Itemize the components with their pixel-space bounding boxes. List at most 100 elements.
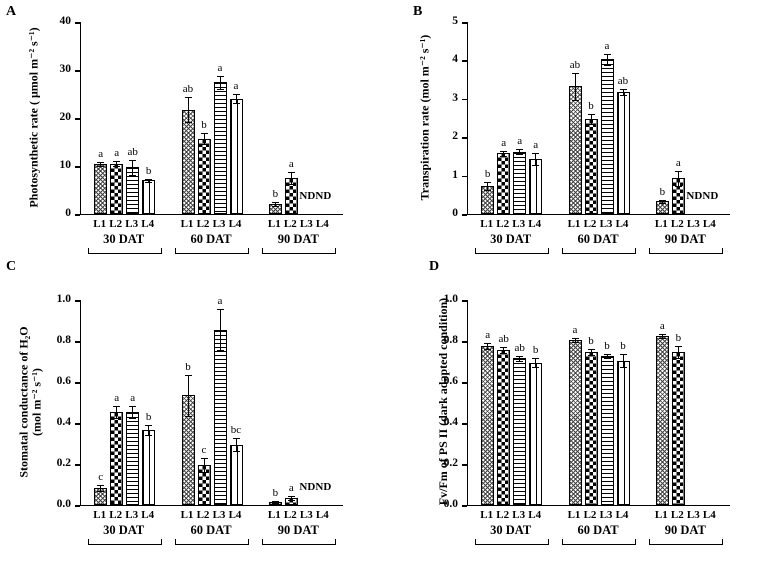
y-tick-mark [75,166,80,168]
error-cap [484,189,492,191]
bar-L2 [197,138,211,214]
x-tick-label: L4 [615,509,629,521]
error-cap [619,95,627,97]
sig-letter: ab [569,58,581,71]
error-cap [184,122,192,124]
y-tick-label: 1.0 [56,293,71,305]
error-cap [674,346,682,348]
bar-L4 [616,92,630,214]
nd-label: ND [702,190,719,202]
y-tick-label: 0 [452,207,458,219]
error-cap [113,165,121,167]
error-cap [658,337,666,339]
group-bracket [474,539,549,545]
y-tick-mark [462,137,467,139]
error-cap [113,417,121,419]
error-bar [219,77,221,90]
x-tick-label: L1 [567,218,581,230]
sig-letter: b [484,168,491,181]
sig-letter: a [604,39,610,52]
x-tick-label: L3 [212,218,226,230]
error-bar [274,501,276,504]
error-cap [232,438,240,440]
plot-area-D: a ab ab b a b b b a b [467,300,730,506]
bar-L1 [94,164,108,214]
error-cap [516,154,524,156]
error-cap [287,171,295,173]
error-cap [216,350,224,352]
y-tick-label: 1 [452,168,458,181]
bar-L3 [213,82,227,214]
error-bar [503,151,505,158]
x-tick-label: L1 [267,509,281,521]
x-tick-label: L4 [228,509,242,521]
sig-letter: b [532,344,539,357]
error-bar [203,458,205,474]
error-bar [100,162,102,168]
x-tick-label: L4 [702,218,716,230]
y-tick-mark [462,382,467,384]
sig-letter: b [145,164,152,177]
error-cap [571,72,579,74]
bar-L3 [513,358,527,505]
x-tick-label: L3 [212,509,226,521]
error-bar [148,179,150,183]
error-bar [535,154,537,166]
group-label: 30 DAT [490,232,532,246]
sig-letter: b [620,340,626,353]
bar-L1 [655,335,669,505]
sig-letter: a [533,139,539,152]
sig-letter: a [217,62,223,75]
error-cap [97,161,105,163]
error-bar [100,485,102,492]
y-tick-mark [462,423,467,425]
bar-L2 [671,352,685,505]
sig-letter: a [288,157,294,170]
error-bar [290,496,292,501]
sig-letter: a [659,319,665,332]
x-tick-label: L1 [654,509,668,521]
y-tick-label: 0.4 [56,416,71,428]
x-tick-label: L2 [109,218,123,230]
bar-L4 [229,98,243,214]
y-tick-mark [75,464,80,466]
error-cap [232,450,240,452]
group-bracket [562,248,636,254]
y-tick-mark [75,118,80,120]
error-bar [290,172,292,186]
sig-letter: bc [230,424,242,437]
error-cap [532,153,540,155]
group-bracket [87,539,162,545]
sig-letter: b [185,360,191,373]
sig-letter: b [272,486,279,499]
x-tick-label: L1 [267,218,281,230]
plot-area-A: a a ab b ab b a a b a ND ND [80,22,343,215]
bar-L1 [568,340,582,505]
error-bar [622,89,624,97]
error-cap [271,500,279,502]
error-cap [145,425,153,427]
bar-L1 [481,346,495,505]
error-cap [113,161,121,163]
error-cap [271,202,279,204]
error-cap [271,206,279,208]
group-bracket [562,539,636,545]
error-bar [274,203,276,208]
error-cap [484,182,492,184]
error-cap [484,349,492,351]
error-bar [519,149,521,156]
error-bar [661,200,663,205]
sig-letter: b [201,118,207,131]
panel-letter-B: B [413,4,423,19]
error-cap [516,356,524,358]
error-bar [235,439,237,452]
error-cap [184,415,192,417]
panel-D: D Fv/Fm of PS II (dark adapted condition)… [383,255,767,565]
y-tick-label: 0.2 [56,457,71,469]
error-cap [113,405,121,407]
sig-letter: ab [617,74,629,87]
x-tick-label: L2 [670,509,684,521]
y-tick-mark [75,22,80,24]
bar-L2 [671,178,685,214]
error-cap [129,175,137,177]
